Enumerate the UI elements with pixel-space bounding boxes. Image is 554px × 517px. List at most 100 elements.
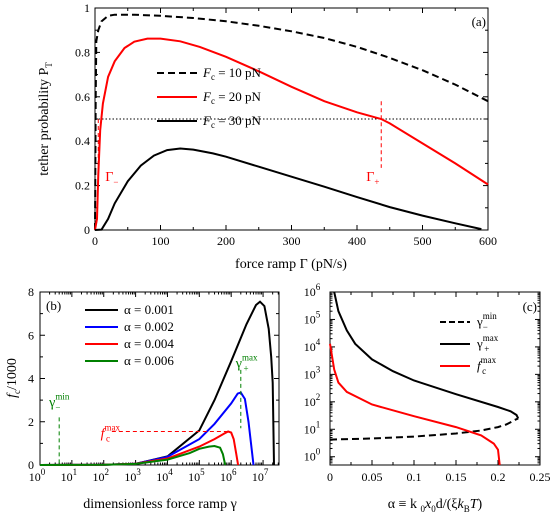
panel-a-legend-entry-sub: c [211,120,215,130]
panel-b-xtick-base: 10 [252,470,264,484]
panel-c-legend-entry-sub: − [483,322,488,332]
panel-c-legend-entry-sup: min [483,311,498,321]
panel-b-series-3-line [39,430,240,466]
panel-b-gamma-min-sub: − [55,403,60,413]
panel-c-ytick-label: 105 [304,309,321,326]
panel-c-xtick-label: 0.25 [530,470,551,484]
panel-b-fc-max-sup: max [105,422,121,432]
panel-a-legend-entry-main: F [202,89,212,104]
panel-b-xtick-label: 106 [220,467,237,484]
panel-b-legend: α = 0.001 α = 0.002 α = 0.004 α = 0.006 [85,302,174,368]
panel-b-ytick-label: 2 [28,415,34,429]
panel-b-xtick-exp: 0 [41,467,46,477]
panel-b-gamma-min-sup: min [55,392,70,402]
panel-b-series-4-line [39,444,227,466]
panel-c-legend-entry-sup: max [481,355,497,365]
panel-b-legend-entry-2: α = 0.002 [124,319,174,334]
panel-c-legend: γmin −γmax +fmax c [440,311,499,376]
panel-c-legend-entry-main: γ [476,314,483,329]
panel-b-gamma-max-main: γ [235,357,242,372]
panel-b-xtick-base: 10 [92,470,104,484]
panel-b-ylabel-rest: /1000 [5,358,20,390]
panel-b-xtick-label: 102 [92,467,109,484]
panel-a-xlabel: force ramp Γ (pN/s) [235,257,347,272]
panel-b-fc-max-sub: c [106,433,110,443]
panel-c-xtick-label: 0.2 [491,470,506,484]
panel-b-xtick-base: 10 [156,470,168,484]
panel-a-legend-entry-1: Fc = 10 pN [202,65,262,82]
panel-a-ytick-label: 0.6 [75,90,90,104]
panel-b-xtick-label: 100 [29,467,46,484]
panel-a: 0 100 200 300 400 500 600 0 0.2 0.4 0.6 0.8 1 (a) fo… [37,1,497,272]
panel-a-legend-entry-rest: = 10 pN [215,65,262,80]
panel-a-ytick-label: 0.2 [75,179,90,193]
panel-b-xtick-base: 10 [188,470,200,484]
panel-b-ytick-label: 8 [28,285,34,299]
panel-c-ytick-exp: 4 [316,337,321,347]
panel-a-legend-entry-2: Fc = 20 pN [202,89,262,106]
panel-c-ytick-exp: 0 [316,447,321,457]
panel-a-xtick-label: 0 [92,234,98,248]
panel-b-xtick-exp: 7 [264,467,269,477]
panel-b-gamma-min-label: γmin − [48,392,70,413]
panel-c-xtick-label: 0.1 [407,470,422,484]
panel-c-xlabel-part: B [464,504,470,514]
panel-b-fc-max-label: fmax c [101,422,121,443]
panel-a-legend-entry-sub: c [211,72,215,82]
panel-c-legend-entry-sup: max [483,333,499,343]
panel-a-ylabel: tether probability PT [37,62,54,176]
panel-b-ytick-label: 0 [28,458,34,472]
panel-a-series-3-line [94,147,482,231]
panel-b-xtick-label: 104 [156,467,173,484]
panel-c-ytick-exp: 6 [316,282,321,292]
panel-c-legend-entry-3: fmax c [477,355,497,376]
panel-c-legend-entry-2: γmax + [476,333,499,354]
panel-b-xtick-exp: 2 [104,467,109,477]
panel-a-series-1-line [94,13,489,231]
panel-a-marker-gamma-minus-main: Γ [105,170,113,185]
panel-b-xtick-base: 10 [29,470,41,484]
panel-c-ytick-base: 10 [304,422,316,436]
panel-b-gamma-max-sup: max [242,353,258,363]
panel-b-legend-entry-4: α = 0.006 [124,353,174,368]
panel-c-ytick-exp: 3 [316,364,321,374]
panel-c-ytick-base: 10 [304,340,316,354]
panel-b-xtick-label: 107 [252,467,269,484]
panel-b-series [39,300,275,466]
panel-a-ytick-label: 0 [84,223,90,237]
panel-c-frame [329,291,541,466]
panel-b-frame [39,291,280,466]
panel-c-xlabel-part: 0 [431,504,436,514]
panel-b-annotations: γmin −γmax +fmax c [48,353,258,465]
panel-b-xtick-label: 105 [188,467,205,484]
panel-c-label: (c) [523,299,537,314]
panel-b-gamma-min-main: γ [48,396,55,411]
panel-b-label: (b) [46,298,61,313]
panel-c-xlabel-start: α ≡ k [388,497,417,512]
panel-b-xtick-exp: 5 [200,467,205,477]
panel-a-series [94,13,489,231]
panel-c-xlabel-part: d/(ξ [436,497,458,512]
panel-c-ytick-label: 103 [304,364,321,381]
panel-b-series-2-line [39,391,255,466]
panel-a-xtick-label: 100 [152,234,170,248]
panel-a-ylabel-sub: T [44,62,54,68]
panel-c-xlabel-part: T [470,497,479,512]
panel-c-ytick-exp: 5 [316,309,321,319]
panel-c-legend-entry-sub: + [484,344,489,354]
panel-c-ytick-label: 104 [304,337,321,354]
panel-a-xtick-label: 500 [414,234,432,248]
panel-c-ytick-label: 102 [304,392,321,409]
panel-a-label: (a) [472,14,486,29]
panel-c-ytick-label: 100 [304,447,321,464]
panel-a-legend-entry-sub: c [211,96,215,106]
panel-a-legend-entry-main: F [202,65,212,80]
panel-b-xtick-base: 10 [124,470,136,484]
panel-c-xlabel-part: k [458,497,465,512]
panel-b-fc-max-main: f [101,426,107,441]
panel-b-xtick-label: 101 [61,467,78,484]
